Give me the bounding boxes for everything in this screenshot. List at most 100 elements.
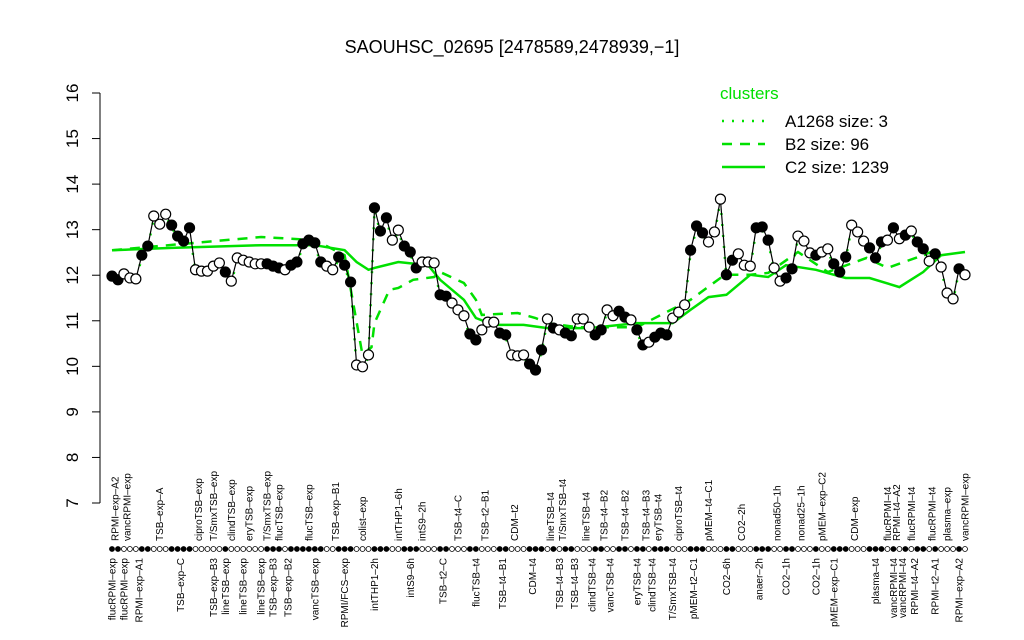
x-label-bottom: TSB–exp–C: [176, 558, 187, 612]
chart-title: SAOUHSC_02695 [2478589,2478939,−1]: [345, 37, 680, 58]
rug-marker: [168, 546, 175, 552]
rug-marker: [109, 546, 115, 552]
x-label-bottom: TSB–exp–B3: [269, 558, 280, 617]
rug-marker: [962, 546, 968, 552]
rug-marker: [359, 546, 366, 552]
x-label-top: intS9–2h: [418, 502, 429, 541]
rug-marker: [234, 546, 241, 552]
x-label-bottom: TSB–exp–B3: [209, 558, 220, 617]
rug-marker: [866, 546, 873, 552]
rug-marker: [502, 546, 509, 552]
rug-marker: [920, 546, 927, 552]
rug-marker: [938, 546, 945, 552]
rug-marker: [854, 546, 861, 552]
rug-marker: [890, 546, 897, 552]
data-point: [148, 210, 160, 222]
rug-marker: [389, 546, 396, 552]
data-point: [458, 310, 470, 322]
x-label-top: CO2–2h: [737, 504, 748, 541]
rug-marker: [681, 546, 688, 552]
rug-marker: [896, 546, 903, 552]
x-label-top: pMEM–exp–C2: [817, 472, 828, 541]
y-tick-label: 15: [63, 129, 82, 148]
rug-marker: [144, 546, 151, 552]
x-tick-labels: RPMI–exp–A2 vancRPMI–exp TSB–exp–A ciproTSB…: [108, 471, 972, 628]
rug-marker: [115, 546, 121, 552]
rug-marker: [950, 546, 956, 552]
x-label-top: TSB–t4–B2: [620, 489, 631, 541]
rug-marker: [759, 546, 766, 552]
x-label-bottom: flucTSB–t4: [471, 558, 482, 607]
rug-marker: [860, 546, 867, 552]
data-point: [183, 222, 196, 234]
data-point: [917, 243, 929, 255]
x-label-top: RPMI–t4–A2: [892, 484, 903, 541]
x-label-top: T/SmxTSB–exp: [209, 471, 220, 541]
data-point: [881, 234, 894, 246]
rug-marker: [216, 546, 223, 552]
rug-marker: [604, 546, 610, 552]
x-label-top: pMEM–t4–C1: [704, 479, 715, 541]
rug-marker: [634, 546, 640, 552]
data-point: [798, 235, 810, 247]
rug-marker: [765, 546, 772, 552]
x-label-top: T/SmxTSB–t4: [558, 478, 569, 541]
x-label-bottom: RPMI–t4–A2: [910, 558, 921, 615]
data-point: [834, 266, 846, 278]
data-point: [822, 243, 834, 255]
rug-marker: [461, 546, 467, 552]
x-label-bottom: flucRPMI–exp: [108, 558, 119, 621]
rug-marker: [544, 546, 551, 552]
data-point: [529, 364, 542, 376]
rug-marker: [371, 546, 378, 552]
rug-marker: [914, 546, 921, 552]
data-point: [905, 225, 917, 237]
data-point: [929, 248, 941, 260]
x-label-bottom: RPMI–exp–A1: [134, 558, 145, 623]
x-label-bottom: anaer–2h: [755, 558, 766, 600]
rug-marker: [299, 546, 306, 552]
rug-marker: [842, 546, 849, 552]
rug-marker: [240, 546, 247, 552]
rug-marker: [789, 546, 795, 552]
rug-marker: [568, 546, 575, 552]
x-label-bottom: T/SmxTSB–t4: [668, 558, 679, 621]
x-label-top: lineTSB–t4: [582, 492, 593, 541]
rug-marker: [514, 546, 521, 552]
data-point: [935, 261, 947, 273]
data-point: [828, 258, 840, 270]
rug-marker: [204, 546, 211, 552]
rug-marker: [878, 546, 885, 552]
rug-marker: [443, 546, 449, 552]
y-tick-label: 8: [63, 453, 82, 462]
data-point: [362, 349, 375, 361]
rug-marker: [425, 546, 432, 552]
x-label-bottom: vancRPMI–t4: [898, 558, 909, 618]
data-point: [840, 251, 852, 263]
rug-marker: [282, 546, 288, 552]
rug-marker: [777, 546, 783, 552]
x-label-top: plasma–exp: [943, 487, 954, 541]
rug-marker: [783, 546, 789, 552]
data-point: [595, 324, 607, 336]
data-point: [756, 221, 768, 233]
x-label-top: lineTSB–t4: [546, 492, 557, 541]
rug-marker: [645, 546, 652, 552]
data-point: [374, 225, 387, 237]
data-point: [720, 269, 732, 281]
data-point: [130, 273, 142, 285]
rug-marker: [467, 546, 473, 552]
rug-marker: [884, 546, 891, 552]
x-label-top: CDM–t2: [510, 504, 521, 541]
data-point: [160, 208, 172, 220]
data-point: [500, 329, 512, 341]
data-point: [661, 329, 673, 341]
rug-marker: [156, 546, 163, 552]
x-label-bottom: flucRPMI–exp: [119, 558, 130, 621]
y-tick-label: 11: [63, 312, 82, 330]
x-label-top: TSB–exp–B1: [331, 482, 342, 541]
x-label-bottom: clindTSB–t4: [588, 558, 599, 612]
data-point: [696, 227, 709, 239]
rug-marker: [550, 546, 557, 552]
rug-marker: [520, 546, 527, 552]
